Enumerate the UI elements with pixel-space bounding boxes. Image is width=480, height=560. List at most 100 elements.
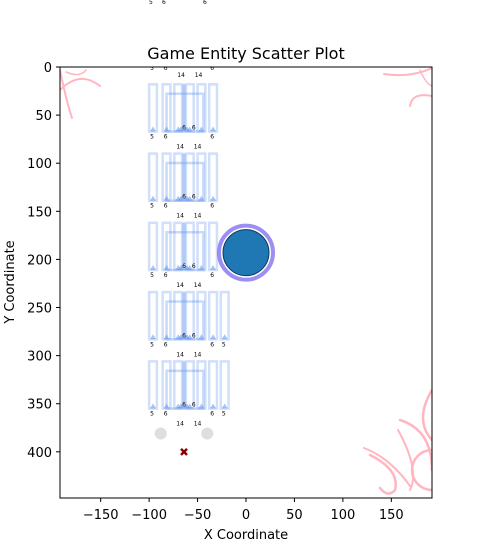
y-tick-label-6: 300 — [27, 350, 52, 365]
y-tick-label-4: 200 — [27, 253, 52, 268]
structure-label-1-6: 6 — [210, 203, 214, 210]
structure-top-label-5: 14 — [195, 72, 203, 79]
structure-arrow-4-0 — [150, 403, 156, 409]
structure-arrow-0-4 — [198, 126, 205, 132]
structure-frame-1-5 — [207, 152, 219, 202]
x-tick-label-4: 50 — [286, 508, 303, 523]
structure-label-0-5: 14 — [194, 143, 202, 150]
corner-ornaments — [60, 67, 432, 495]
structure-label-1-2: 6 — [182, 194, 186, 201]
structure-row-4: 5 66 614 146 5 — [147, 360, 230, 428]
entity-layer — [154, 223, 275, 456]
chart-title: Game Entity Scatter Plot — [147, 44, 344, 63]
structure-frame-2-5 — [207, 221, 219, 272]
structure-label-4-5: 14 — [194, 421, 202, 428]
structure-label-0-3: 6 — [192, 124, 196, 131]
structure-label-2-1: 6 — [164, 272, 168, 279]
structure-frame-2-0 — [147, 221, 159, 272]
structure-frame-4-0 — [147, 360, 159, 410]
structure-label-3-4: 14 — [176, 351, 184, 358]
structure-top-label-6: 6 — [210, 65, 214, 72]
structure-label-1-3: 6 — [192, 194, 196, 201]
structure-row-0: 5 66 614 146 — [147, 83, 219, 150]
y-tick-label-1: 50 — [35, 109, 52, 124]
structure-arrow-1-1 — [163, 195, 170, 201]
ornament-top-left-0 — [60, 69, 73, 119]
structure-arrow-4-5 — [210, 403, 217, 409]
structure-label-4-1: 6 — [164, 411, 168, 418]
structure-arrow-2-1 — [163, 264, 170, 270]
orb-point-1 — [201, 427, 214, 440]
x-axis-label: X Coordinate — [204, 528, 288, 543]
structure-frame-3-6 — [219, 290, 230, 341]
structure-frame-1-0 — [147, 152, 159, 202]
structure-label-1-0: 5 — [150, 203, 154, 210]
x-tick-label-0: −150 — [83, 508, 119, 523]
structure-arrow-3-6 — [221, 334, 228, 340]
ornament-bottom-right-ring — [410, 448, 432, 492]
structure-core-arrows-2 — [178, 264, 190, 270]
x-tick-label-3: 0 — [242, 508, 250, 523]
structure-top-label-4: 14 — [177, 72, 185, 79]
orb-point-0 — [154, 427, 167, 440]
structure-core-arrows-3 — [178, 334, 190, 340]
ornament-bottom-right-2 — [368, 453, 397, 495]
structure-top-label-1: 6 — [164, 65, 168, 72]
ornament-bottom-right-0 — [421, 388, 432, 442]
structure-top-labels: 5 66 614 146 — [150, 65, 214, 79]
structure-label-2-5: 14 — [194, 282, 202, 289]
structure-arrow-1-0 — [150, 195, 156, 201]
structure-arrow-0-0 — [150, 126, 156, 132]
ornament-top-right-1 — [409, 94, 432, 107]
above-axes-label-0: 5 — [149, 0, 153, 6]
structure-label-3-7: 5 — [222, 341, 226, 348]
y-tick-label-0: 0 — [44, 61, 52, 76]
structure-arrow-3-0 — [150, 334, 156, 340]
ornament-bottom-right-4 — [363, 447, 411, 487]
y-axis: 0 50 100 150 200 250 300 350 400 — [27, 61, 60, 461]
structure-label-4-7: 5 — [222, 411, 226, 418]
structure-label-0-1: 6 — [164, 133, 168, 140]
structure-label-1-5: 14 — [194, 213, 202, 220]
y-tick-label-8: 400 — [27, 446, 52, 461]
y-tick-label-5: 250 — [27, 302, 52, 317]
structure-frame-4-6 — [219, 360, 230, 410]
structure-label-0-6: 6 — [210, 133, 214, 140]
structure-row-1: 5 66 614 146 — [147, 152, 219, 220]
ornament-top-left-2 — [65, 69, 87, 76]
structure-label-2-0: 5 — [150, 272, 154, 279]
y-tick-label-3: 150 — [27, 205, 52, 220]
structure-arrow-3-1 — [163, 334, 170, 340]
plot-frame — [59, 66, 433, 499]
structure-label-3-3: 6 — [192, 332, 196, 339]
structure-label-2-3: 6 — [192, 263, 196, 270]
above-axes-label-1: 6 — [162, 0, 166, 6]
structure-arrow-2-4 — [198, 264, 205, 270]
structure-core-arrows-1 — [178, 195, 190, 201]
structure-frame-0-0 — [147, 83, 159, 133]
structure-label-2-2: 6 — [182, 263, 186, 270]
structure-frame-2-2 — [173, 221, 184, 272]
structure-arrow-2-0 — [150, 264, 156, 270]
structure-core-arrows-0 — [178, 126, 190, 132]
structure-label-3-6: 6 — [210, 341, 214, 348]
structure-label-3-2: 6 — [182, 332, 186, 339]
structure-label-0-2: 6 — [182, 124, 186, 131]
structure-label-3-5: 14 — [194, 351, 202, 358]
structure-label-4-4: 14 — [176, 421, 184, 428]
ornament-top-left-1 — [60, 78, 101, 91]
y-axis-label: Y Coordinate — [3, 240, 18, 324]
structure-arrow-1-4 — [198, 195, 205, 201]
structure-label-3-0: 5 — [150, 341, 154, 348]
structure-row-2: 5 66 614 146 — [147, 221, 219, 289]
structure-arrow-4-1 — [163, 403, 170, 409]
ornament-top-right-2 — [419, 69, 432, 87]
structure-row-3: 5 66 614 146 5 — [147, 290, 230, 358]
player-ring-0 — [217, 223, 275, 282]
structure-label-4-3: 6 — [192, 402, 196, 409]
structure-label-4-6: 6 — [210, 411, 214, 418]
structure-frame-3-5 — [207, 290, 219, 341]
